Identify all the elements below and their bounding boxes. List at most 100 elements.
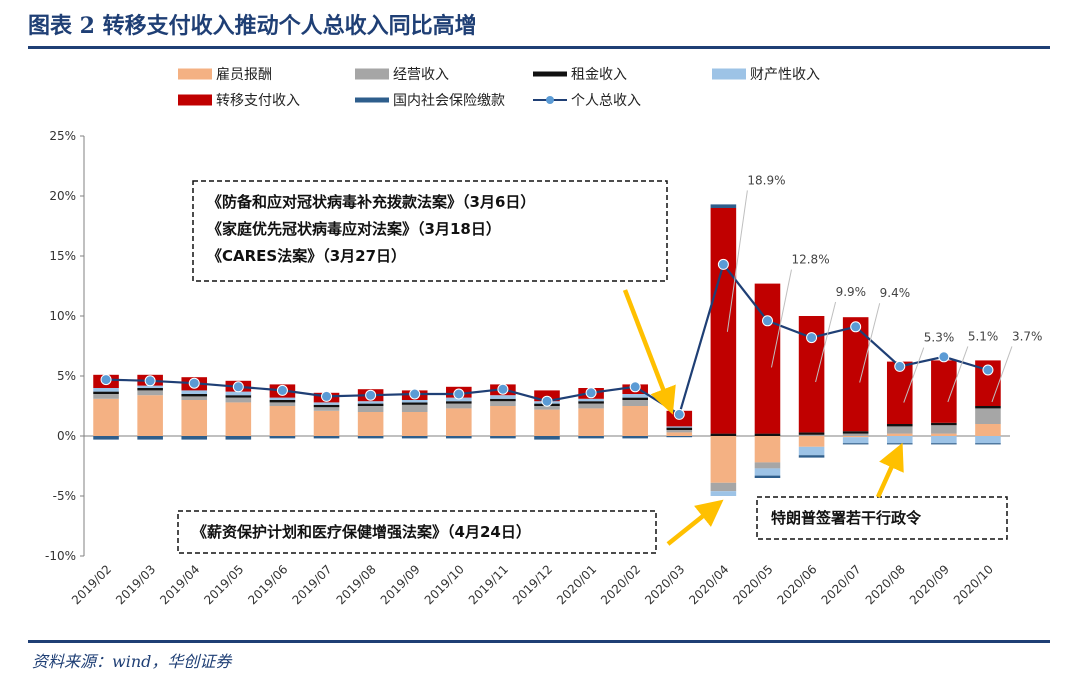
bar-social [534, 436, 560, 440]
bar-rent [137, 388, 163, 391]
bar-social [622, 436, 648, 439]
legend-swatch-rent [533, 71, 567, 77]
bar-rent [225, 395, 252, 398]
legend-swatch-compensation [178, 68, 212, 80]
x-tick-label: 2020/02 [598, 562, 643, 607]
bar-property [578, 398, 604, 402]
bar-transfer [754, 283, 781, 434]
x-tick-label: 2019/04 [157, 562, 202, 607]
bar-operating [975, 408, 1001, 424]
total-marker [585, 387, 597, 399]
bar-property [357, 401, 384, 404]
bar-rent [931, 422, 957, 426]
bar-operating [490, 401, 516, 406]
total-marker [365, 389, 377, 401]
total-marker [629, 381, 641, 393]
total-marker [321, 390, 333, 402]
bar-social [181, 436, 208, 440]
y-tick-label: 10% [49, 309, 76, 323]
bar-transfer [886, 361, 913, 424]
bar-operating [578, 403, 604, 409]
bar-social [225, 436, 252, 440]
bar-compensation [137, 395, 163, 436]
legend-marker-swatch [546, 96, 554, 104]
bar-compensation [446, 408, 472, 436]
bar-operating [534, 406, 560, 410]
x-tick-label: 2020/07 [819, 562, 864, 607]
y-tick-label: 20% [49, 189, 76, 203]
data-label-leader [770, 269, 792, 368]
bar-rent [754, 433, 781, 436]
bar-rent [975, 406, 1001, 409]
bar-rent [842, 431, 869, 434]
y-tick-label: -5% [53, 489, 76, 503]
legend-label: 经营收入 [393, 67, 449, 83]
bar-rent [313, 404, 340, 408]
bar-property [622, 394, 648, 398]
bar-social [578, 436, 604, 439]
bar-property [886, 436, 913, 444]
bar-compensation [313, 410, 340, 436]
bar-operating [622, 400, 648, 406]
bar-operating [754, 462, 781, 469]
bar-social [931, 443, 957, 445]
bar-compensation [578, 408, 604, 436]
bar-compensation [225, 402, 252, 436]
x-tick-label: 2020/08 [863, 562, 908, 607]
x-tick-label: 2019/11 [466, 562, 511, 607]
bar-social [269, 436, 296, 439]
source-note: 资料来源：wind，华创证券 [32, 652, 232, 671]
data-label: 9.4% [880, 286, 911, 300]
annotation-acts-text: 《家庭优先冠状病毒应对法案》（3月18日） [207, 220, 501, 238]
x-tick-label: 2020/01 [554, 562, 599, 607]
x-tick-label: 2020/09 [907, 562, 952, 607]
x-tick-label: 2019/03 [113, 562, 158, 607]
annotation-ppp-text: 《薪资保护计划和医疗保健增强法案》（4月24日） [192, 523, 531, 541]
total-marker [761, 315, 773, 327]
data-label: 18.9% [747, 173, 785, 187]
bar-property [490, 395, 516, 399]
bar-rent [93, 391, 119, 394]
bar-compensation [798, 436, 825, 447]
bar-property [401, 400, 428, 403]
bar-social [666, 436, 693, 438]
y-tick-label: 25% [49, 129, 76, 143]
bar-compensation [666, 432, 693, 436]
total-marker [717, 258, 729, 270]
data-label-leader [947, 346, 969, 403]
bar-operating [269, 402, 296, 406]
x-tick-label: 2019/09 [378, 562, 423, 607]
bar-property [975, 436, 1001, 444]
bar-operating [798, 434, 825, 436]
bar-social [357, 436, 384, 439]
total-marker [100, 374, 112, 386]
bar-operating [313, 407, 340, 411]
total-marker [144, 375, 156, 387]
bar-rent [446, 401, 472, 404]
total-marker [982, 364, 994, 376]
total-marker [453, 388, 465, 400]
bar-social [798, 455, 825, 458]
bar-compensation [886, 433, 913, 436]
title-bar: 图表 2 转移支付收入推动个人总收入同比高增 [28, 8, 1050, 49]
legend-label: 转移支付收入 [216, 93, 300, 109]
bar-property [269, 397, 296, 400]
bar-property [754, 468, 781, 476]
bar-compensation [357, 412, 384, 436]
legend-swatch-transfer [178, 94, 212, 106]
data-label: 3.7% [1012, 329, 1043, 343]
x-tick-label: 2020/04 [686, 562, 731, 607]
bar-operating [181, 396, 208, 400]
bar-transfer [931, 360, 957, 423]
legend-swatch-property [712, 68, 746, 80]
bar-rent [886, 424, 913, 427]
bar-rent [357, 403, 384, 406]
bar-property [93, 388, 119, 392]
x-tick-label: 2020/03 [642, 562, 687, 607]
yellow-arrow [666, 499, 724, 546]
bar-operating [401, 404, 428, 412]
bar-transfer [710, 208, 737, 434]
bar-operating [931, 425, 957, 434]
total-marker [806, 332, 818, 344]
